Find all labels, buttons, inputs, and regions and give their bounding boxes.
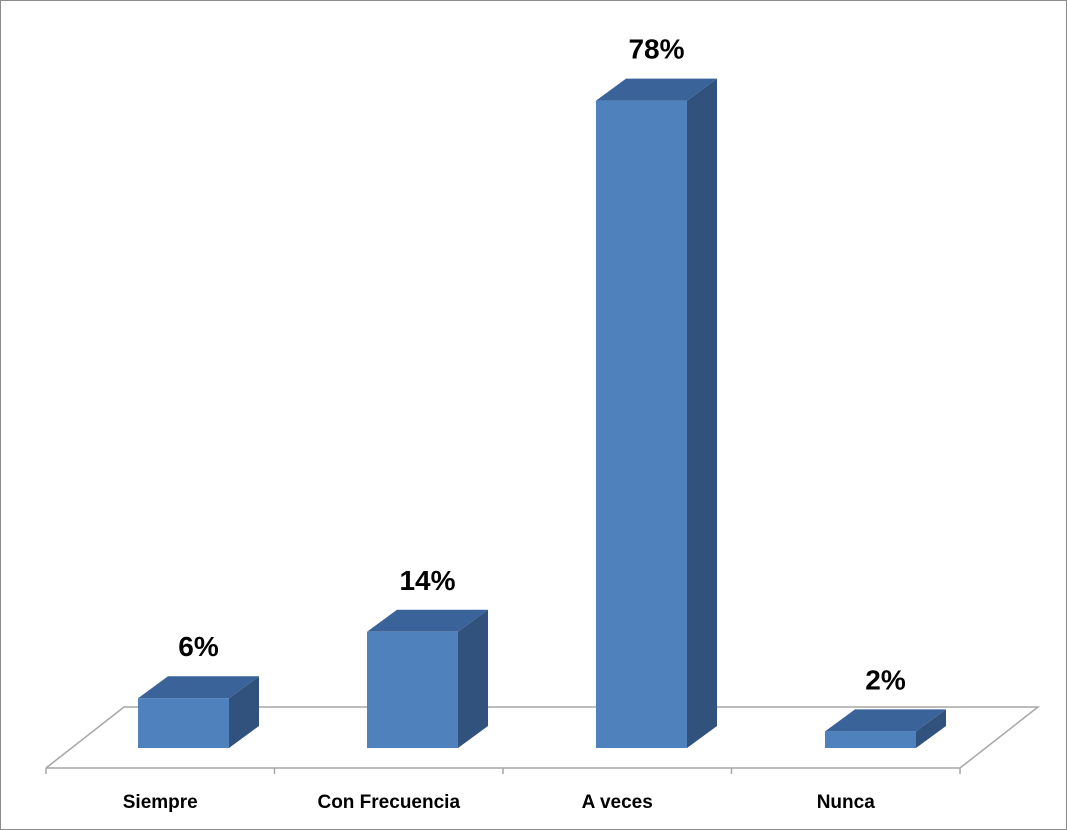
bar-front <box>825 731 916 748</box>
bar-side <box>458 609 488 748</box>
category-label: Siempre <box>123 792 198 813</box>
bar-front <box>367 631 458 748</box>
category-axis-labels: Siempre Con Frecuencia A veces Nunca <box>123 792 875 813</box>
category-label: A veces <box>582 792 653 813</box>
category-label: Con Frecuencia <box>317 792 460 813</box>
bar-side <box>229 676 259 748</box>
bar-side <box>687 78 717 749</box>
data-label: 2% <box>865 664 906 695</box>
data-label: 78% <box>628 34 684 65</box>
category-label: Nunca <box>817 792 876 813</box>
bar-top <box>138 676 259 699</box>
data-label: 14% <box>399 565 455 596</box>
floor-back-edges <box>45 706 1041 769</box>
data-label: 6% <box>178 631 219 662</box>
bar-top <box>367 609 488 632</box>
bar-top <box>825 709 946 732</box>
data-labels: 6% 14% 78% 2% <box>178 34 906 696</box>
bar-side <box>916 709 946 748</box>
bar-siempre <box>138 676 259 748</box>
bar-front <box>596 100 687 749</box>
bar-a-veces <box>596 78 717 749</box>
bars <box>138 78 946 749</box>
chart-floor <box>45 706 1041 774</box>
bar-top <box>596 78 717 101</box>
bar-nunca <box>825 709 946 748</box>
bar-front <box>138 698 229 748</box>
bar-con-frecuencia <box>367 609 488 748</box>
